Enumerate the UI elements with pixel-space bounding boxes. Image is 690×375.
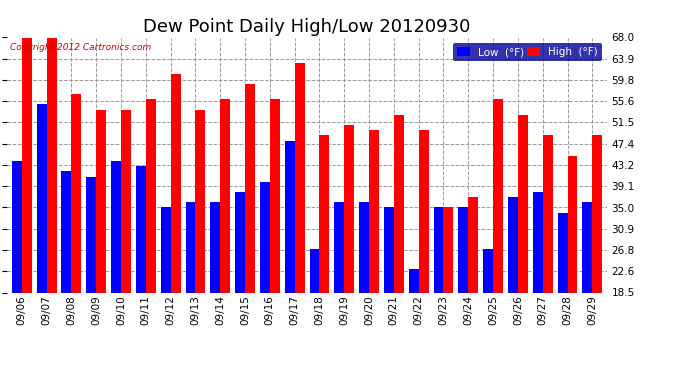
Bar xyxy=(394,115,404,375)
Bar xyxy=(245,84,255,375)
Bar xyxy=(22,38,32,375)
Bar xyxy=(121,110,131,375)
Bar xyxy=(518,115,528,375)
Bar xyxy=(186,202,195,375)
Bar xyxy=(558,213,567,375)
Bar xyxy=(12,161,22,375)
Bar xyxy=(285,141,295,375)
Text: Copyright 2012 Cartronics.com: Copyright 2012 Cartronics.com xyxy=(10,43,151,52)
Bar xyxy=(335,202,344,375)
Bar xyxy=(433,207,444,375)
Bar xyxy=(61,171,71,375)
Bar xyxy=(96,110,106,375)
Bar xyxy=(270,99,279,375)
Bar xyxy=(111,161,121,375)
Bar xyxy=(161,207,170,375)
Bar xyxy=(469,197,478,375)
Bar xyxy=(419,130,428,375)
Bar xyxy=(369,130,379,375)
Bar xyxy=(359,202,369,375)
Bar xyxy=(384,207,394,375)
Bar xyxy=(344,125,354,375)
Bar xyxy=(195,110,206,375)
Bar xyxy=(444,207,453,375)
Bar xyxy=(235,192,245,375)
Bar xyxy=(458,207,469,375)
Bar xyxy=(592,135,602,375)
Bar xyxy=(319,135,329,375)
Bar xyxy=(295,63,304,375)
Bar xyxy=(310,249,319,375)
Bar xyxy=(220,99,230,375)
Bar xyxy=(170,74,181,375)
Bar xyxy=(260,182,270,375)
Bar xyxy=(408,269,419,375)
Bar xyxy=(71,94,81,375)
Bar xyxy=(47,38,57,375)
Bar xyxy=(493,99,503,375)
Title: Dew Point Daily High/Low 20120930: Dew Point Daily High/Low 20120930 xyxy=(144,18,471,36)
Bar xyxy=(37,105,47,375)
Bar xyxy=(508,197,518,375)
Bar xyxy=(567,156,578,375)
Legend: Low  (°F), High  (°F): Low (°F), High (°F) xyxy=(453,43,602,61)
Bar xyxy=(146,99,156,375)
Bar xyxy=(136,166,146,375)
Bar xyxy=(543,135,553,375)
Bar xyxy=(86,177,96,375)
Bar xyxy=(582,202,592,375)
Bar xyxy=(533,192,543,375)
Bar xyxy=(210,202,220,375)
Bar xyxy=(483,249,493,375)
